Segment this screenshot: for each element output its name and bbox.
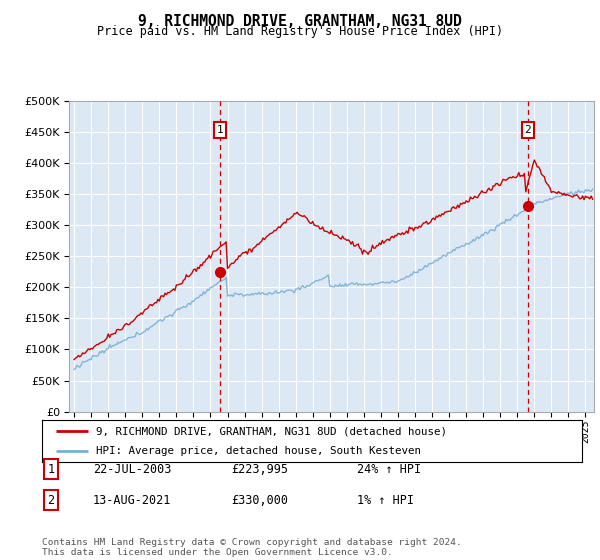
- Text: 1% ↑ HPI: 1% ↑ HPI: [357, 493, 414, 507]
- Text: £223,995: £223,995: [231, 463, 288, 476]
- Text: 13-AUG-2021: 13-AUG-2021: [93, 493, 172, 507]
- Text: 9, RICHMOND DRIVE, GRANTHAM, NG31 8UD (detached house): 9, RICHMOND DRIVE, GRANTHAM, NG31 8UD (d…: [96, 426, 447, 436]
- Text: 1: 1: [217, 125, 223, 135]
- Text: 24% ↑ HPI: 24% ↑ HPI: [357, 463, 421, 476]
- Text: 22-JUL-2003: 22-JUL-2003: [93, 463, 172, 476]
- Text: 2: 2: [524, 125, 531, 135]
- Text: HPI: Average price, detached house, South Kesteven: HPI: Average price, detached house, Sout…: [96, 446, 421, 456]
- Text: 9, RICHMOND DRIVE, GRANTHAM, NG31 8UD: 9, RICHMOND DRIVE, GRANTHAM, NG31 8UD: [138, 14, 462, 29]
- Text: 1: 1: [47, 463, 55, 476]
- Text: 2: 2: [47, 493, 55, 507]
- Text: £330,000: £330,000: [231, 493, 288, 507]
- Text: Contains HM Land Registry data © Crown copyright and database right 2024.
This d: Contains HM Land Registry data © Crown c…: [42, 538, 462, 557]
- Text: Price paid vs. HM Land Registry's House Price Index (HPI): Price paid vs. HM Land Registry's House …: [97, 25, 503, 38]
